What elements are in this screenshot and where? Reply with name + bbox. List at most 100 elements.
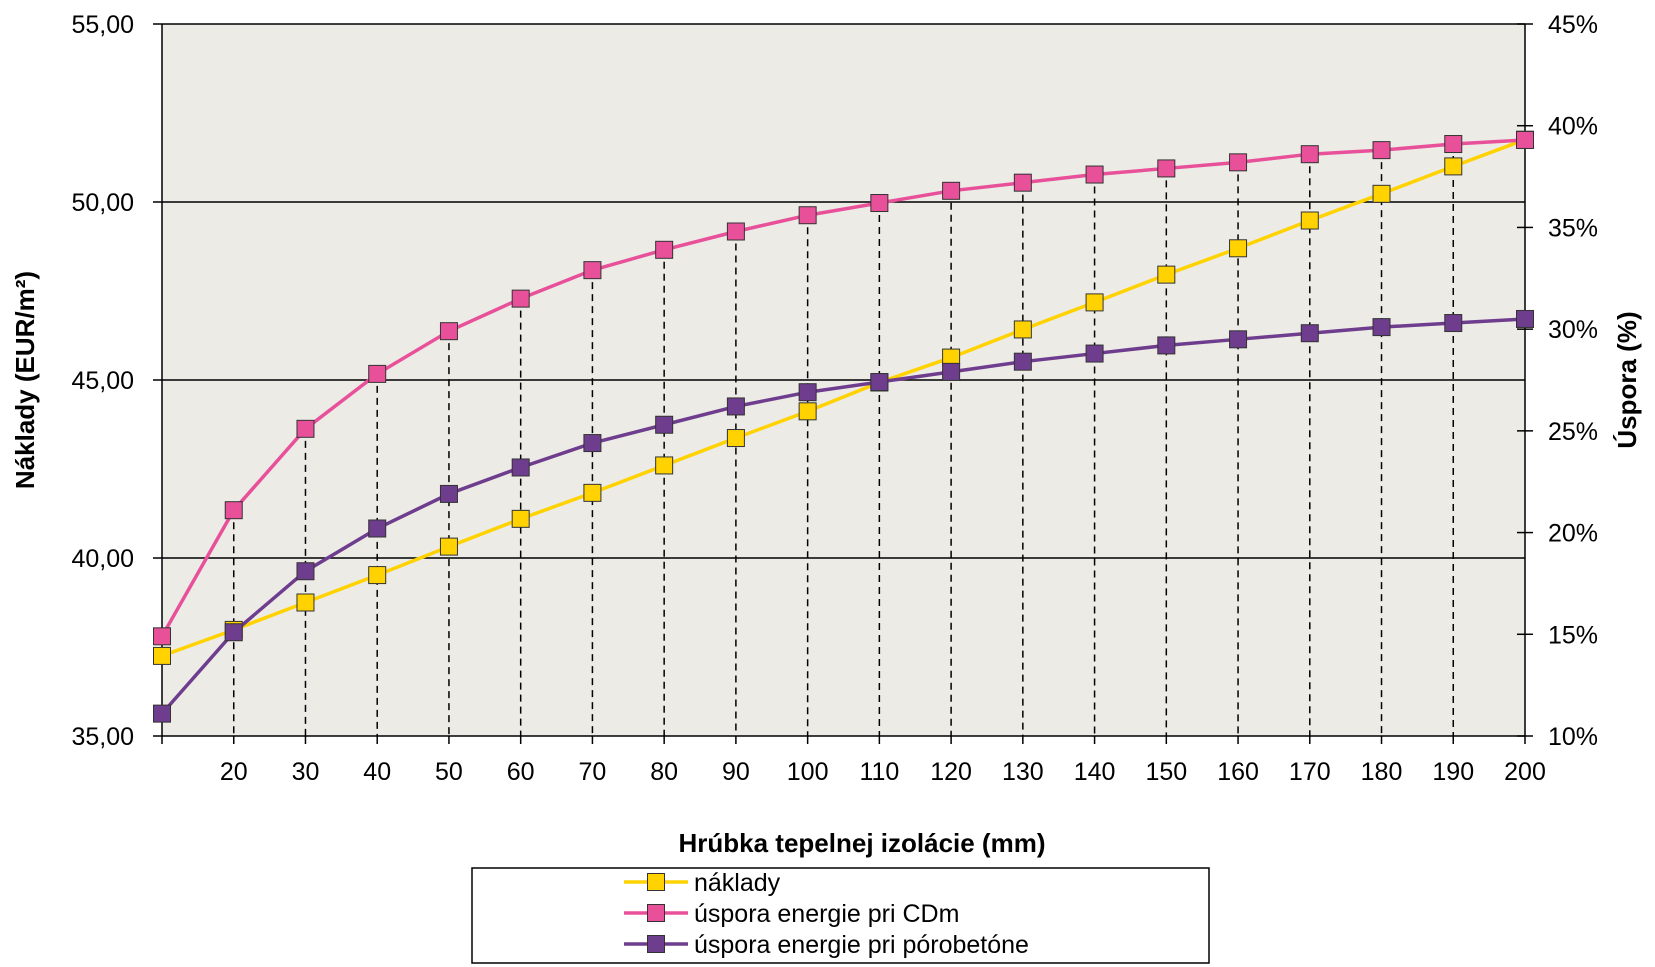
x-tick-label: 180 xyxy=(1361,758,1403,786)
series-point xyxy=(1013,352,1032,371)
x-tick-label: 90 xyxy=(722,758,750,786)
series-point xyxy=(439,484,458,503)
series-point xyxy=(726,222,745,241)
series-point xyxy=(1300,324,1319,343)
series-point xyxy=(798,402,817,421)
x-tick-label: 20 xyxy=(220,758,248,786)
series-point xyxy=(726,429,745,448)
series-point xyxy=(153,704,171,723)
series-point xyxy=(1229,330,1248,349)
series-point xyxy=(1516,309,1534,328)
y-tick-label: 35,00 xyxy=(71,723,134,751)
series-point xyxy=(1300,145,1319,164)
y-tick-label: 40,00 xyxy=(71,545,134,573)
series-point xyxy=(511,289,530,308)
series-point xyxy=(1444,135,1463,154)
series-point xyxy=(1157,159,1176,178)
x-tick-label: 110 xyxy=(859,758,899,786)
series-point xyxy=(583,261,602,280)
y-tick-label: 50,00 xyxy=(71,189,134,217)
series-point xyxy=(153,646,171,665)
x-tick-label: 70 xyxy=(579,758,607,786)
horizontal-gridlines xyxy=(162,23,1525,559)
legend-swatch-marker xyxy=(647,935,665,953)
x-tick-label: 40 xyxy=(363,758,391,786)
series-point xyxy=(655,456,674,475)
x-tick-label: 200 xyxy=(1504,758,1546,786)
series-point xyxy=(368,519,387,538)
x-tick-label: 100 xyxy=(787,758,829,786)
legend-label: úspora energie pri pórobetóne xyxy=(694,931,1029,959)
legend: náklady úspora energie pri CDm úspora ener… xyxy=(471,867,1210,964)
x-tick-label: 190 xyxy=(1432,758,1474,786)
series-point xyxy=(1013,320,1032,339)
legend-box xyxy=(471,867,1210,964)
series-point xyxy=(942,362,961,381)
legend-swatch-marker xyxy=(647,873,665,891)
series-point xyxy=(655,415,674,434)
legend-entry: úspora energie pri pórobetóne xyxy=(624,931,1029,959)
series-line xyxy=(161,138,1526,658)
x-tick-label: 170 xyxy=(1289,758,1331,786)
y2-tick-label: 35% xyxy=(1548,214,1598,242)
axes xyxy=(153,23,1533,744)
series-point xyxy=(1157,336,1176,355)
series-point xyxy=(798,383,817,402)
series-point xyxy=(1085,293,1104,312)
y-axis-title: Náklady (EUR/m²) xyxy=(10,271,40,489)
series-2 xyxy=(153,309,1534,723)
series-point xyxy=(224,623,243,642)
series-point xyxy=(1372,141,1391,160)
series-point xyxy=(511,458,530,477)
series-point xyxy=(1229,239,1248,258)
y2-tick-label: 15% xyxy=(1548,621,1598,649)
x-tick-label: 150 xyxy=(1145,758,1187,786)
series-point xyxy=(726,397,745,416)
series-point xyxy=(1013,173,1032,192)
series-point xyxy=(1157,265,1176,284)
series-point xyxy=(439,322,458,341)
legend-label: náklady xyxy=(694,869,781,897)
series-point xyxy=(1085,165,1104,184)
series-point xyxy=(1372,318,1391,337)
series-point xyxy=(1444,314,1463,333)
series-point xyxy=(296,593,315,612)
series-point xyxy=(368,566,387,585)
series-line xyxy=(160,138,1526,638)
series-layer xyxy=(153,130,1534,723)
series-point xyxy=(296,562,315,581)
x-tick-label: 140 xyxy=(1074,758,1116,786)
x-tick-label: 50 xyxy=(435,758,463,786)
series-point xyxy=(583,434,602,453)
legend-entry: úspora energie pri CDm xyxy=(624,900,959,928)
y-tick-label: 55,00 xyxy=(71,11,134,39)
series-point xyxy=(798,206,817,225)
x-tick-label: 120 xyxy=(930,758,972,786)
series-point xyxy=(368,364,387,383)
x-tick-label: 60 xyxy=(507,758,535,786)
series-point xyxy=(296,419,315,438)
series-point xyxy=(224,501,243,520)
series-point xyxy=(583,483,602,502)
series-point xyxy=(1300,211,1319,230)
x-tick-label: 160 xyxy=(1217,758,1259,786)
series-point xyxy=(870,194,889,213)
series-point xyxy=(1444,157,1463,176)
x-axis-title: Hrúbka tepelnej izolácie (mm) xyxy=(679,828,1046,858)
legend-label: úspora energie pri CDm xyxy=(694,900,959,928)
x-tick-label: 80 xyxy=(650,758,678,786)
legend-swatch-marker xyxy=(647,904,665,922)
series-point xyxy=(511,509,530,528)
tick-labels: 35,00 40,00 45,00 50,00 55,00 10% 15% 20% 25% 30%… xyxy=(71,11,1598,786)
series-point xyxy=(1085,344,1104,363)
series-point xyxy=(153,627,171,646)
series-1 xyxy=(153,130,1534,646)
y2-axis-title: Úspora (%) xyxy=(1612,311,1642,448)
series-point xyxy=(655,240,674,259)
series-point xyxy=(1516,130,1534,149)
y2-tick-label: 20% xyxy=(1548,520,1598,548)
y2-tick-label: 25% xyxy=(1548,418,1598,446)
y2-tick-label: 45% xyxy=(1548,11,1598,39)
y2-tick-label: 10% xyxy=(1548,723,1598,751)
